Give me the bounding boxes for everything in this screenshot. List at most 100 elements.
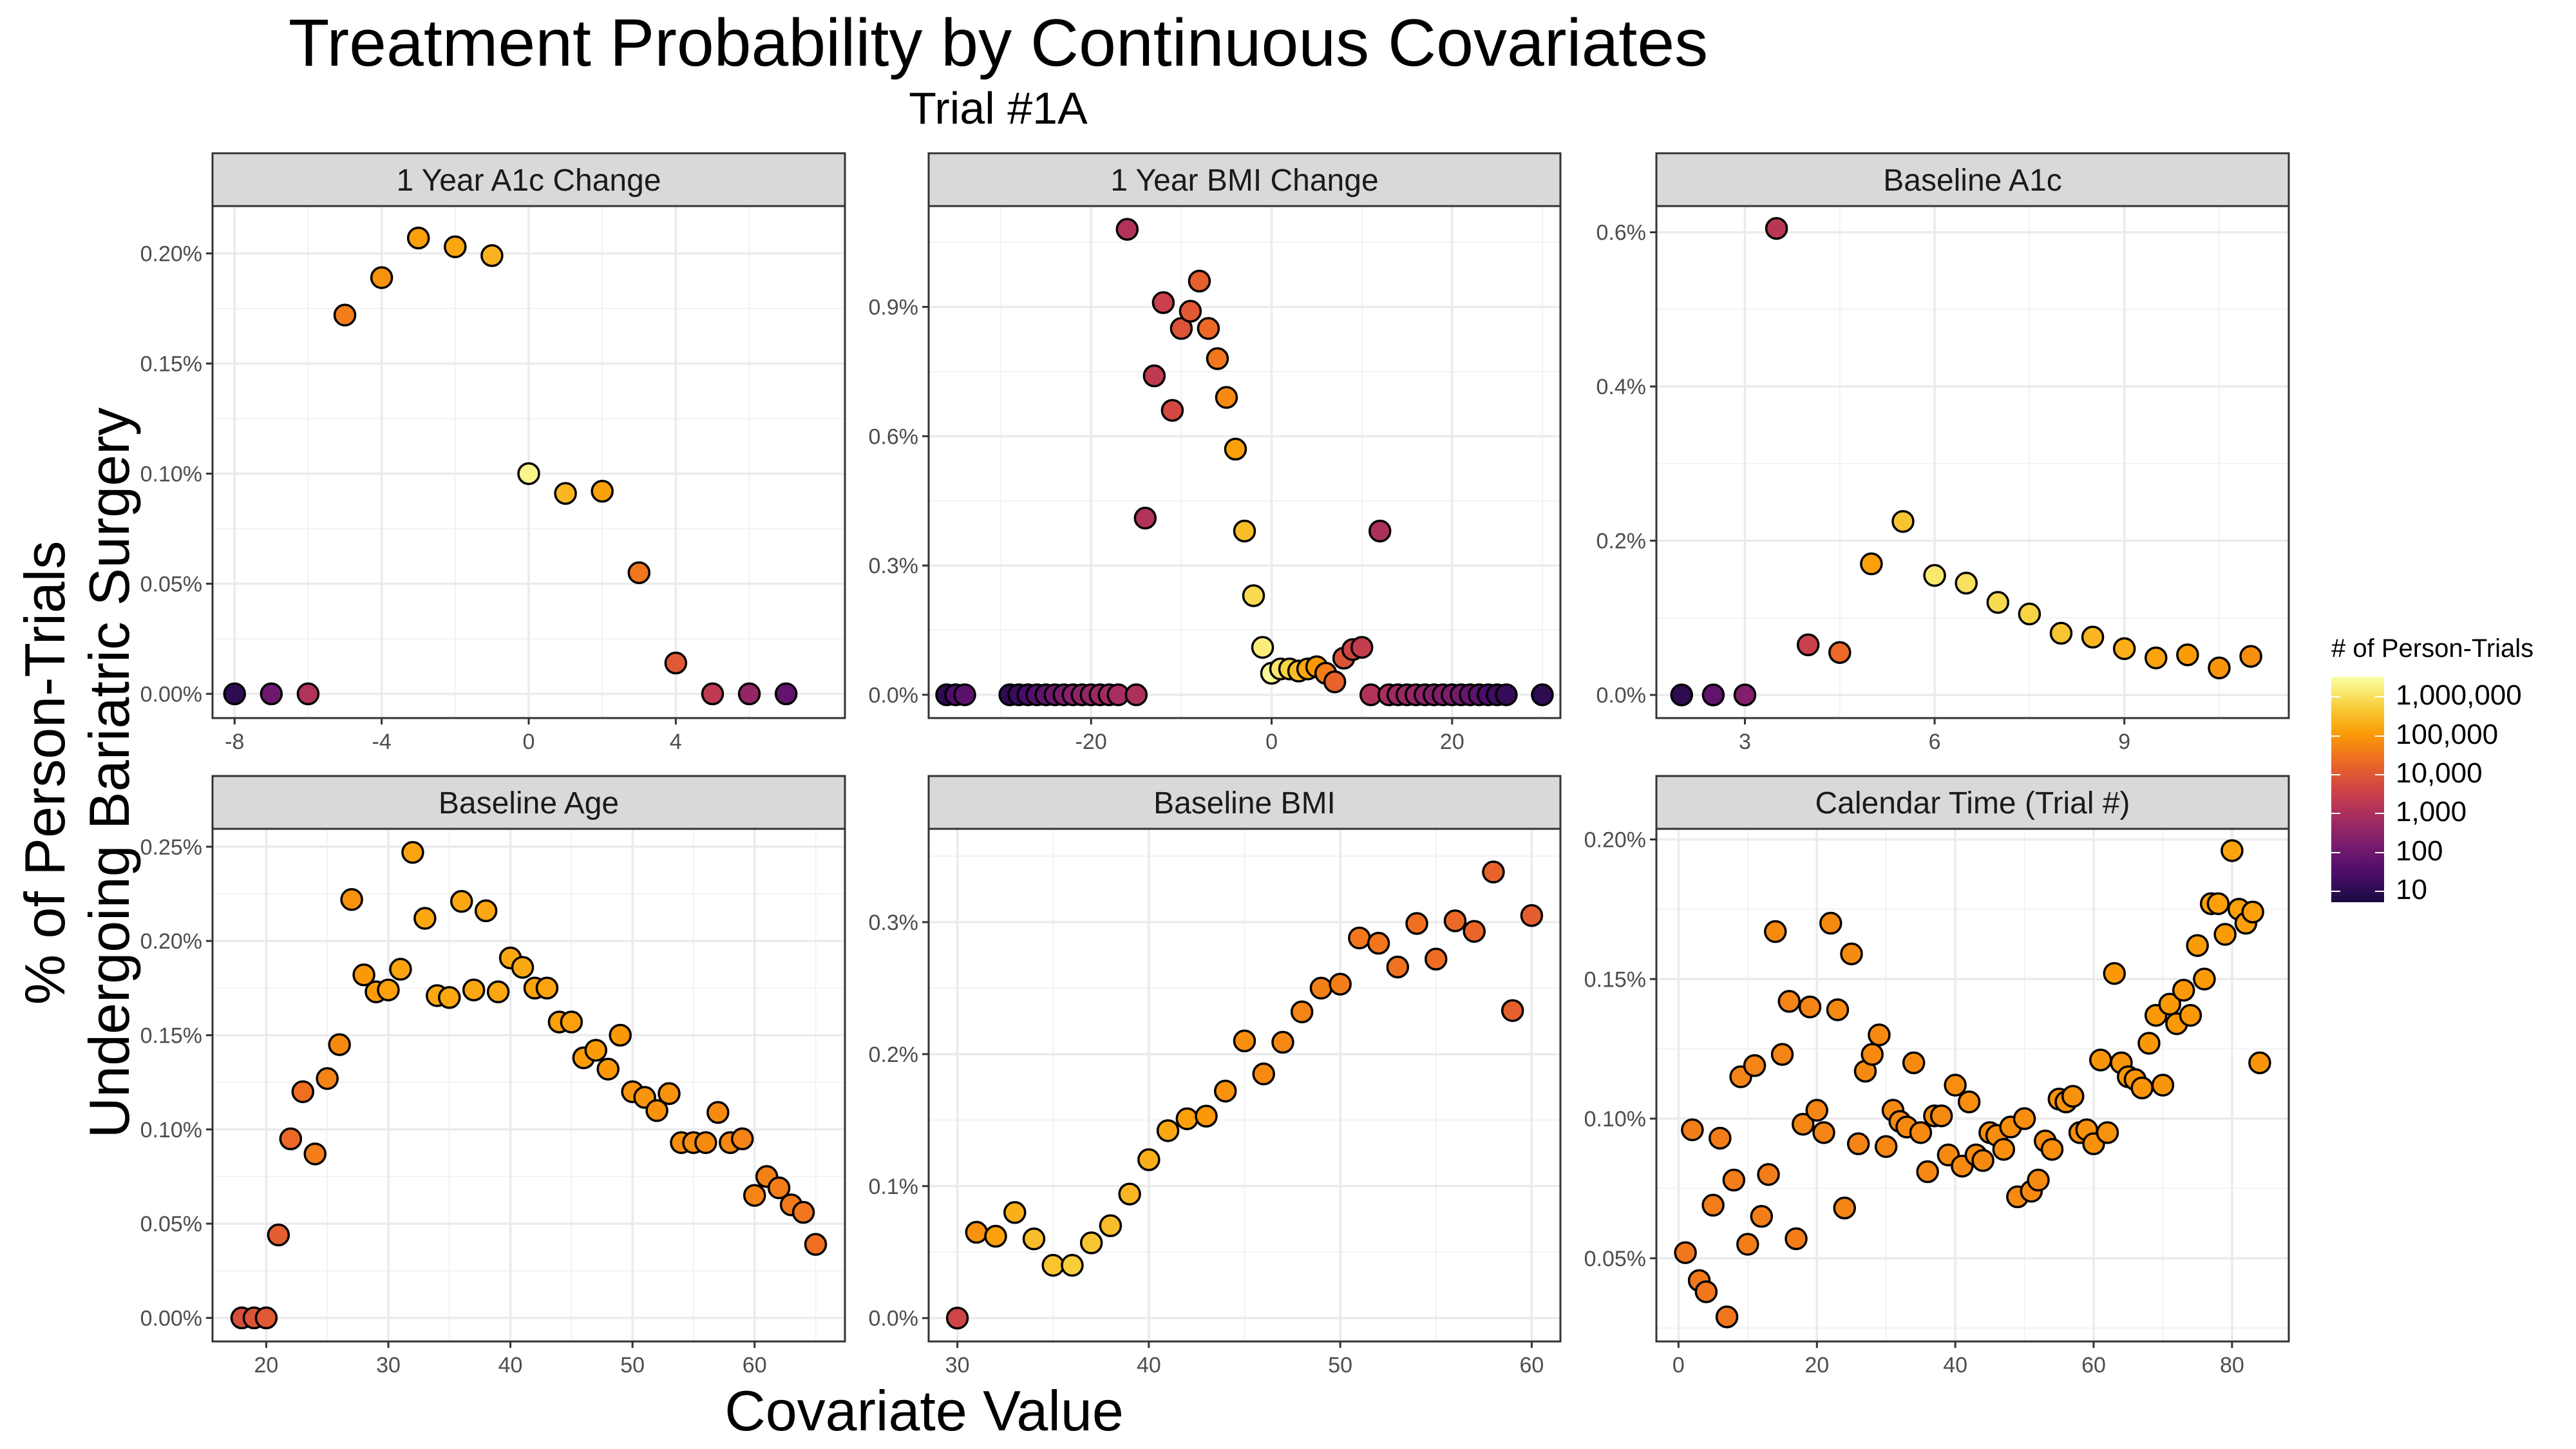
data-point: [1348, 926, 1371, 950]
data-point: [737, 682, 761, 706]
data-point: [1785, 1227, 1808, 1251]
data-point: [2241, 900, 2264, 923]
data-point: [1290, 1000, 1314, 1024]
data-point: [1233, 1029, 1256, 1053]
data-point: [2172, 978, 2195, 1002]
data-point: [401, 840, 424, 864]
chart-subtitle: Trial #1A: [909, 83, 1088, 133]
data-point: [1798, 995, 1822, 1019]
data-point: [1792, 1112, 1815, 1136]
data-point: [1215, 386, 1238, 409]
data-point: [1770, 1043, 1794, 1066]
y-tick-label: 0.15%: [1584, 967, 1646, 992]
data-point: [352, 963, 375, 987]
data-point: [1681, 1118, 1704, 1142]
data-point: [1482, 860, 1505, 884]
data-point: [2176, 643, 2199, 667]
x-tick-label: 80: [2220, 1353, 2244, 1378]
data-point: [1214, 1079, 1237, 1103]
legend-tick: [2375, 735, 2384, 737]
panel-strip: [1655, 152, 2290, 207]
panel-background: [1656, 829, 2289, 1341]
data-point: [1124, 683, 1148, 706]
y-tick-label: 0.2%: [1596, 529, 1647, 554]
data-point: [1195, 1104, 1218, 1128]
data-point: [2061, 1084, 2085, 1108]
data-point: [743, 1184, 766, 1207]
data-point: [1386, 955, 1410, 979]
data-point: [1828, 641, 1852, 664]
data-point: [984, 1224, 1007, 1248]
data-point: [554, 482, 577, 505]
data-point: [2049, 621, 2073, 645]
panel-title: Calendar Time (Trial #): [1815, 786, 2130, 820]
data-point: [1833, 1197, 1856, 1220]
data-point: [645, 1099, 668, 1122]
data-point: [1743, 1054, 1766, 1077]
data-point: [1118, 1182, 1141, 1206]
panel-title: Baseline A1c: [1883, 164, 2062, 198]
panel-border: [211, 205, 846, 719]
y-tick-label: 0.10%: [140, 462, 202, 486]
legend-label: 10,000: [2396, 757, 2483, 789]
data-point: [389, 958, 412, 981]
data-point: [1846, 1132, 1870, 1155]
data-point: [1224, 437, 1247, 461]
data-point: [1694, 1280, 1718, 1303]
legend-tick: [2331, 735, 2340, 737]
legend-label: 1,000: [2396, 796, 2467, 828]
data-point: [260, 682, 283, 706]
x-tick-label: -20: [1075, 730, 1107, 754]
y-tick-label: 0.0%: [869, 683, 919, 708]
y-tick-label: 0.25%: [140, 835, 202, 860]
data-point: [517, 462, 540, 486]
data-point: [1992, 1137, 2016, 1161]
data-point: [2213, 923, 2237, 946]
y-tick-label: 0.10%: [1584, 1107, 1646, 1132]
data-point: [1368, 519, 1392, 543]
data-point: [774, 682, 798, 706]
data-point: [333, 303, 357, 327]
data-point: [627, 561, 651, 585]
data-point: [438, 986, 461, 1009]
x-tick-label: 20: [254, 1353, 278, 1378]
legend-label: 1,000,000: [2396, 679, 2522, 712]
data-point: [1242, 584, 1265, 607]
legend-tick: [2331, 773, 2340, 775]
y-tick-label: 0.00%: [140, 1306, 202, 1331]
legend-tick: [2331, 813, 2340, 815]
legend-tick: [2375, 696, 2384, 698]
data-point: [1670, 683, 1694, 706]
data-point: [1061, 1253, 1084, 1277]
x-tick-label: 30: [945, 1353, 970, 1378]
color-legend: # of Person-Trials 1,000,000 100,000 10,…: [2331, 634, 2533, 905]
panel-title: Baseline BMI: [1153, 786, 1336, 820]
data-point: [462, 978, 486, 1001]
x-tick-label: -8: [225, 730, 244, 754]
y-tick-label: 0.15%: [140, 1023, 202, 1048]
panel-border: [1655, 205, 2290, 719]
data-point: [316, 1067, 339, 1090]
data-point: [1874, 1135, 1898, 1159]
data-point: [1812, 1121, 1835, 1144]
panel-strip: [211, 775, 846, 830]
x-tick-label: 30: [376, 1353, 401, 1378]
data-point: [694, 1131, 717, 1155]
x-tick-label: 0: [1265, 730, 1278, 754]
data-point: [945, 1306, 969, 1330]
data-point: [1891, 509, 1915, 533]
y-tick-label: 0.3%: [869, 554, 919, 578]
y-tick-label: 0.9%: [869, 296, 919, 320]
data-point: [1443, 909, 1467, 933]
data-point: [1840, 942, 1863, 965]
data-point: [1251, 636, 1274, 659]
data-point: [1701, 1193, 1725, 1217]
y-tick-label: 0.20%: [140, 242, 202, 267]
data-point: [1188, 269, 1211, 293]
data-point: [591, 480, 614, 503]
data-point: [1757, 1162, 1780, 1186]
y-tick-label: 0.05%: [140, 572, 202, 596]
data-point: [1764, 920, 1787, 943]
y-tick-label: 0.10%: [140, 1118, 202, 1142]
data-point: [296, 682, 320, 706]
